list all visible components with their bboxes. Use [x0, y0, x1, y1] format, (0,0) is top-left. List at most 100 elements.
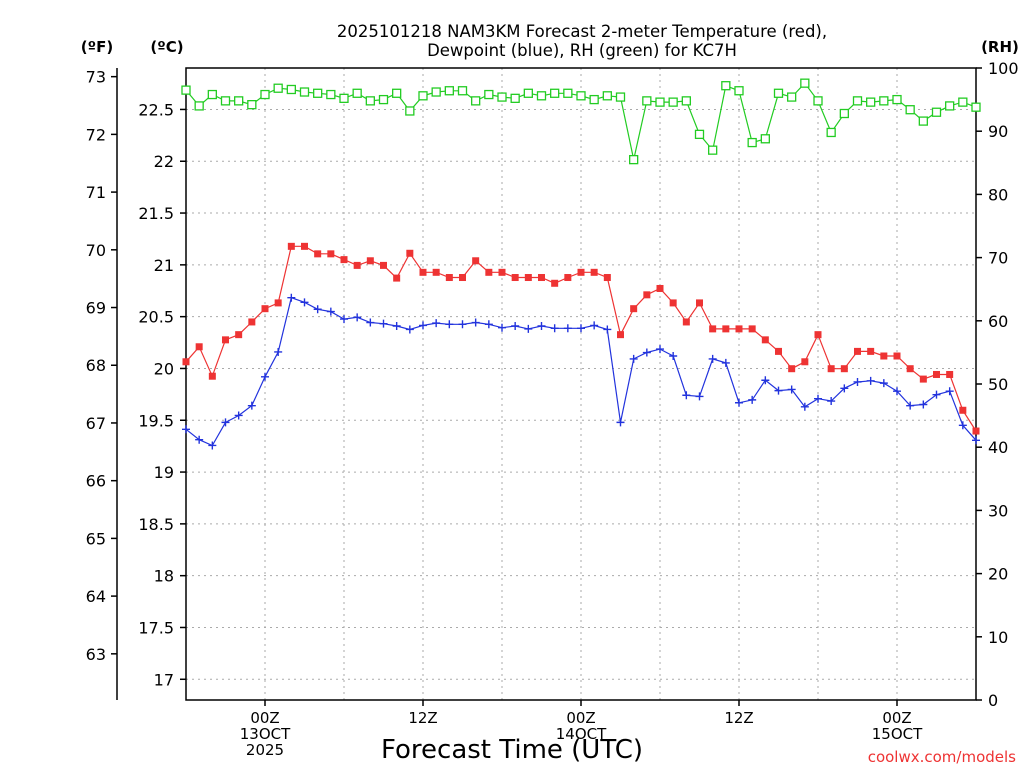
temperature-point [669, 299, 677, 307]
dewpoint-point [379, 319, 388, 328]
rh-point [299, 87, 310, 97]
dewpoint-point [458, 320, 467, 329]
fahrenheit-axis: 63 64 65 66 67 68 69 70 71 72 73 [86, 68, 117, 664]
rh-point [958, 97, 968, 107]
rh-point [852, 96, 863, 106]
dewpoint-point [616, 418, 625, 427]
dewpoint-point [366, 318, 375, 327]
rh-point [247, 100, 257, 110]
celsius-tick-label: 20.5 [138, 308, 174, 327]
dewpoint-point [774, 386, 783, 395]
rh-tick-label: 50 [988, 375, 1008, 394]
celsius-tick-label: 22.5 [138, 100, 174, 119]
rh-point [615, 92, 626, 102]
rh-point [668, 97, 678, 107]
series-layer [181, 78, 981, 450]
rh-axis: 0 10 20 30 40 50 60 70 80 90 100 [976, 59, 1019, 710]
chart-title-line-2: Dewpoint (blue), RH (green) for KC7H [427, 41, 737, 60]
temperature-point [590, 268, 598, 276]
rh-point [365, 96, 375, 106]
fahrenheit-tick-label: 69 [86, 299, 106, 318]
dewpoint-point [247, 401, 256, 410]
rh-point [879, 96, 889, 106]
rh-point [418, 91, 428, 101]
fahrenheit-tick-label: 66 [86, 472, 106, 491]
rh-point [760, 134, 770, 144]
rh-point [971, 102, 981, 112]
temperature-point [195, 343, 203, 351]
rh-point [563, 88, 573, 98]
temperature-point [208, 372, 216, 380]
temperature-point [735, 325, 743, 333]
temperature-point [827, 365, 835, 373]
temperature-point [182, 358, 190, 366]
rh-point [471, 96, 481, 106]
temperature-point [261, 305, 269, 313]
temperature-point [419, 268, 427, 276]
dewpoint-point [221, 418, 230, 427]
temperature-point [630, 305, 638, 313]
rh-point [905, 105, 915, 115]
dewpoint-point [972, 436, 980, 445]
temperature-point [919, 375, 927, 383]
x-tick-label: 15OCT [872, 725, 923, 743]
temperature-point [696, 299, 703, 307]
rh-point [839, 108, 849, 119]
temperature-point [617, 331, 624, 339]
temperature-point [472, 257, 480, 265]
dewpoint-point [550, 324, 559, 333]
rh-tick-label: 70 [988, 249, 1008, 268]
credit-text: coolwx.com/models [868, 748, 1016, 766]
rh-point [826, 127, 836, 138]
dewpoint-point [445, 320, 454, 329]
celsius-tick-label: 17.5 [138, 618, 174, 637]
celsius-tick-label: 18.5 [138, 515, 174, 534]
rh-point [813, 96, 823, 106]
celsius-tick-label: 21.5 [138, 204, 174, 223]
temperature-point [485, 268, 493, 276]
temperature-point [551, 279, 559, 287]
temperature-point [327, 250, 335, 258]
temperature-point [854, 347, 861, 355]
dewpoint-point [511, 321, 520, 330]
fahrenheit-tick-label: 70 [86, 241, 106, 260]
rh-point [431, 87, 441, 97]
temperature-point [564, 274, 572, 282]
dewpoint-point [721, 358, 730, 367]
dewpoint-point [814, 394, 822, 403]
fahrenheit-tick-label: 65 [86, 529, 106, 548]
dewpoint-point [866, 376, 875, 385]
temperature-point [524, 274, 532, 282]
dewpoint-point [958, 421, 967, 430]
dewpoint-point [300, 298, 309, 307]
dewpoint-point [524, 324, 533, 333]
x-tick-label: 00Z [882, 709, 911, 727]
dewpoint-point [577, 324, 585, 333]
temperature-point [643, 291, 651, 299]
temperature-point [906, 365, 914, 373]
rh-point [326, 89, 336, 100]
rh-point [655, 97, 665, 107]
rh-point [892, 94, 902, 105]
temperature-point [603, 274, 611, 282]
rh-unit-label: (RH) [981, 38, 1019, 56]
dewpoint-point [182, 425, 190, 434]
dewpoint-point [603, 325, 612, 334]
dewpoint-point [340, 315, 348, 324]
dewpoint-point [274, 347, 283, 356]
temperature-point [366, 257, 374, 265]
temperature-point [235, 331, 243, 339]
temperature-point [775, 347, 782, 355]
rh-tick-label: 10 [988, 628, 1008, 647]
temperature-point [432, 268, 440, 276]
celsius-tick-label: 17 [154, 670, 174, 689]
temperature-point [656, 284, 664, 292]
temperature-point [353, 261, 361, 269]
temperature-point [340, 256, 348, 264]
dewpoint-point [669, 352, 678, 361]
temperature-point [577, 268, 585, 276]
temperature-point [459, 274, 466, 282]
rh-point [602, 91, 612, 101]
rh-point [550, 88, 560, 98]
